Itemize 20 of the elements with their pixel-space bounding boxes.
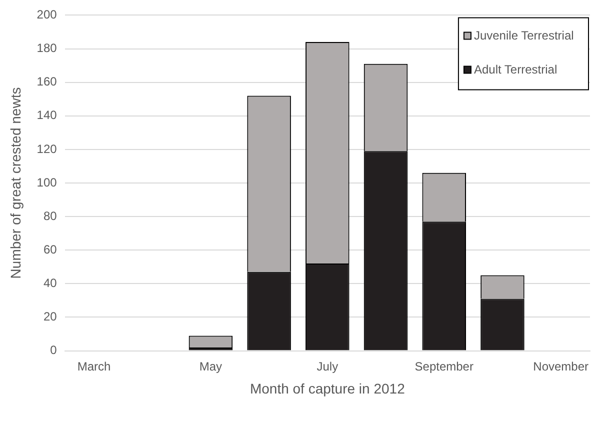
x-tick-label: March bbox=[77, 359, 111, 374]
legend-label: Adult Terrestrial bbox=[474, 62, 558, 77]
x-tick-label: September bbox=[414, 359, 474, 374]
y-tick-label: 140 bbox=[36, 108, 58, 122]
y-tick-label: 20 bbox=[43, 310, 58, 324]
y-tick-label: 80 bbox=[43, 208, 58, 223]
y-tick-label: 60 bbox=[43, 242, 58, 256]
y-axis-title: Number of great crested newts bbox=[7, 87, 24, 279]
x-tick-label: November bbox=[533, 359, 589, 374]
y-tick-label: 180 bbox=[36, 41, 58, 56]
y-tick-label: 200 bbox=[36, 8, 58, 22]
x-axis-title: Month of capture in 2012 bbox=[250, 380, 406, 396]
y-tick-label: 0 bbox=[50, 343, 58, 358]
x-tick-label: May bbox=[199, 359, 222, 374]
y-tick-label: 120 bbox=[36, 142, 58, 156]
y-tick-label: 100 bbox=[36, 175, 58, 190]
legend-label: Juvenile Terrestrial bbox=[474, 28, 574, 43]
y-tick-label: 40 bbox=[43, 276, 58, 290]
y-tick-label: 160 bbox=[36, 74, 58, 89]
x-tick-label: July bbox=[316, 359, 338, 374]
